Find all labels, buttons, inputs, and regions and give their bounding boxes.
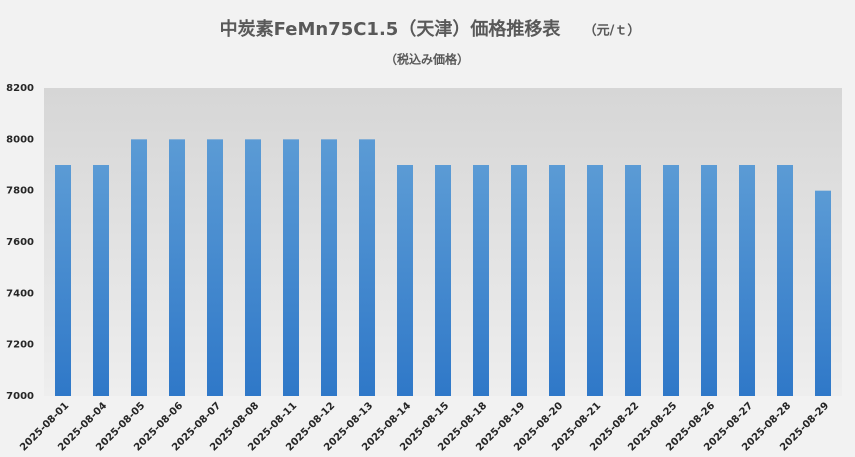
bar xyxy=(321,139,337,397)
y-tick-label: 8000 xyxy=(6,134,34,145)
bar xyxy=(435,165,451,396)
bar xyxy=(777,165,793,396)
y-tick-label: 7000 xyxy=(6,391,34,402)
bar xyxy=(169,139,185,397)
bar xyxy=(359,139,375,397)
chart-subtitle: （税込み価格） xyxy=(385,52,469,67)
bar xyxy=(131,139,147,397)
bar xyxy=(207,139,223,397)
y-tick-label: 8200 xyxy=(6,83,34,94)
bar xyxy=(587,165,603,396)
y-tick-label: 7600 xyxy=(6,237,34,248)
bar xyxy=(283,139,299,397)
bar xyxy=(701,165,717,396)
bar xyxy=(625,165,641,396)
bar xyxy=(739,165,755,396)
bar xyxy=(549,165,565,396)
bar xyxy=(245,139,261,397)
bar xyxy=(511,165,527,396)
y-tick-label: 7800 xyxy=(6,186,34,197)
bar xyxy=(397,165,413,396)
bar xyxy=(473,165,489,396)
bar xyxy=(93,165,109,396)
bar xyxy=(815,190,831,396)
y-tick-label: 7200 xyxy=(6,340,34,351)
chart-title: 中炭素FeMn75C1.5（天津）価格推移表 xyxy=(220,18,562,40)
bar xyxy=(55,165,71,396)
y-tick-label: 7400 xyxy=(6,288,34,299)
bar xyxy=(663,165,679,396)
unit-label: （元/ｔ） xyxy=(584,23,641,39)
